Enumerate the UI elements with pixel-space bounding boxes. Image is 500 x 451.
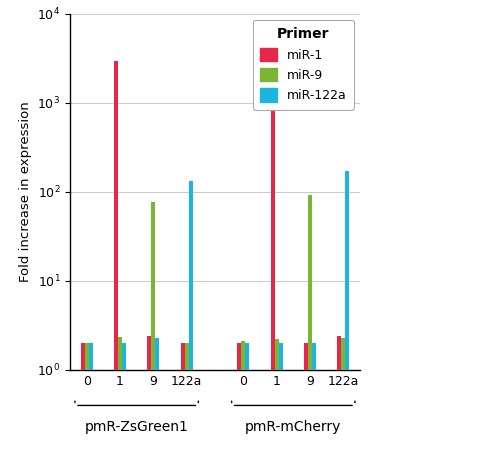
Bar — [242, 341, 245, 370]
Bar — [346, 171, 349, 370]
Bar — [122, 343, 126, 370]
Bar — [279, 343, 282, 370]
Text: pmR-ZsGreen1: pmR-ZsGreen1 — [84, 420, 188, 434]
Bar — [238, 343, 241, 370]
Bar — [152, 202, 155, 370]
Bar — [181, 343, 184, 370]
Legend: miR-1, miR-9, miR-122a: miR-1, miR-9, miR-122a — [253, 20, 354, 110]
Bar — [148, 336, 151, 370]
Y-axis label: Fold increase in expression: Fold increase in expression — [18, 101, 32, 282]
Bar — [342, 338, 345, 370]
Bar — [114, 61, 118, 370]
Bar — [312, 343, 316, 370]
Bar — [81, 343, 84, 370]
Bar — [308, 195, 312, 370]
Bar — [189, 181, 192, 370]
Bar — [275, 339, 278, 370]
Bar — [304, 343, 308, 370]
Text: pmR-mCherry: pmR-mCherry — [245, 420, 342, 434]
Bar — [338, 336, 341, 370]
Bar — [156, 338, 159, 370]
Bar — [89, 343, 92, 370]
Bar — [85, 343, 88, 370]
Bar — [185, 343, 188, 370]
Bar — [271, 92, 274, 370]
Bar — [246, 343, 249, 370]
Bar — [118, 337, 122, 370]
